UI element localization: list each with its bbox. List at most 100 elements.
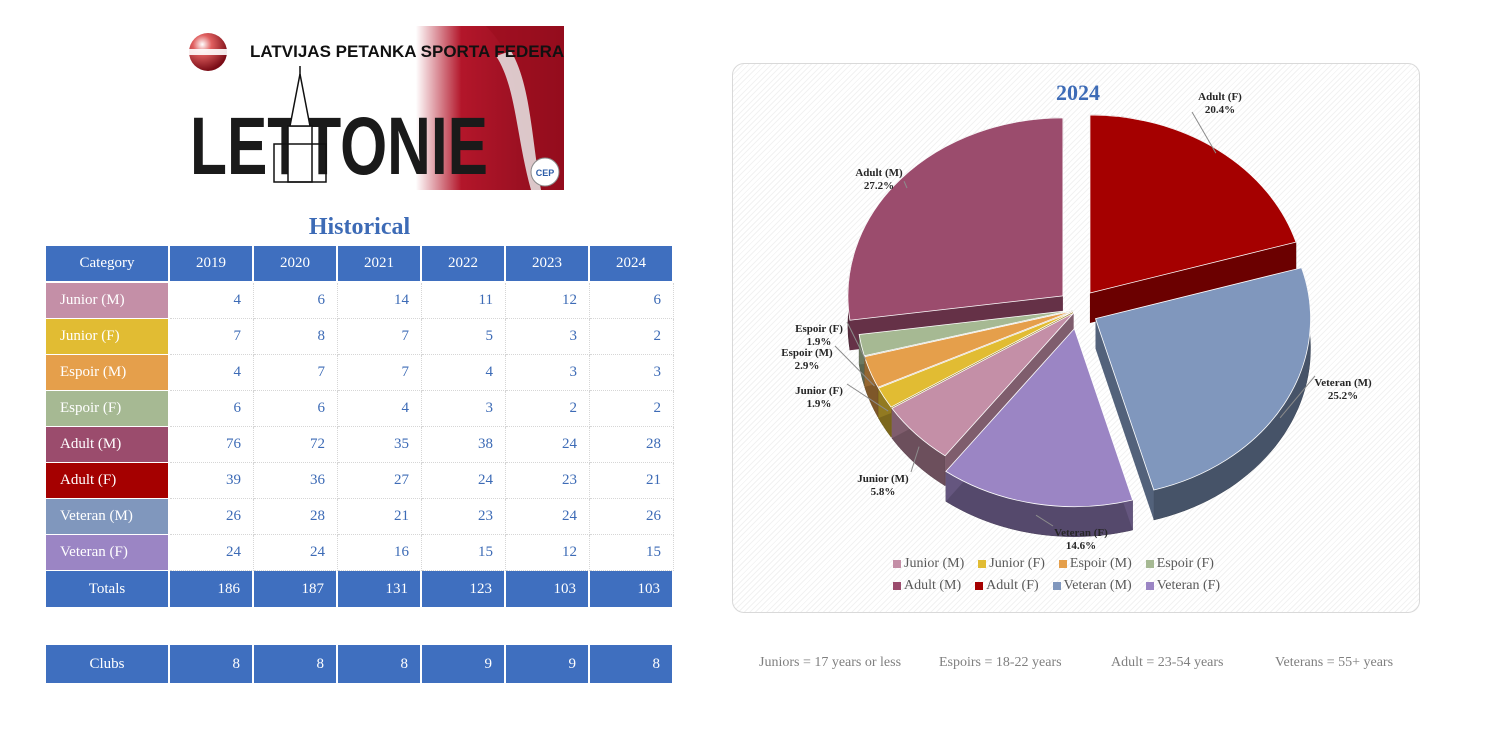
- value-cell: 4: [338, 391, 422, 427]
- church-tower-icon: [273, 66, 327, 183]
- legend-item: Veteran (F): [1145, 578, 1220, 594]
- footnote-adult: Adult = 23-54 years: [1111, 655, 1224, 670]
- value-cell: 4: [422, 355, 506, 391]
- legend-swatch: [1145, 582, 1154, 590]
- legend-label: Espoir (F): [1156, 556, 1214, 571]
- value-cell: 38: [422, 427, 506, 463]
- clubs-value: 8: [590, 645, 674, 683]
- value-cell: 15: [590, 535, 674, 571]
- category-cell: Junior (F): [46, 319, 170, 355]
- value-cell: 24: [422, 463, 506, 499]
- value-cell: 15: [422, 535, 506, 571]
- data-label-percent: 1.9%: [807, 336, 832, 348]
- clubs-value: 8: [170, 645, 254, 683]
- value-cell: 7: [254, 355, 338, 391]
- value-cell: 7: [170, 319, 254, 355]
- legend-label: Junior (F): [989, 556, 1045, 571]
- value-cell: 6: [590, 283, 674, 319]
- table-row: Veteran (F) 24 24 16 15 12 15: [46, 535, 674, 571]
- value-cell: 3: [422, 391, 506, 427]
- data-label-name: Junior (F): [795, 385, 843, 397]
- value-cell: 3: [506, 355, 590, 391]
- chart-legend: Junior (M) Junior (F) Espoir (M) Espoir (F)…: [893, 556, 1313, 600]
- year-header: 2023: [506, 246, 590, 283]
- value-cell: 6: [170, 391, 254, 427]
- legend-item: Junior (M): [893, 556, 964, 572]
- table-row: Junior (F) 7 8 7 5 3 2: [46, 319, 674, 355]
- value-cell: 16: [338, 535, 422, 571]
- clubs-value: 8: [254, 645, 338, 683]
- legend-label: Adult (M): [904, 578, 962, 593]
- value-cell: 35: [338, 427, 422, 463]
- table-row: Junior (M) 4 6 14 11 12 6: [46, 283, 674, 319]
- clubs-table: Clubs 8 8 8 9 9 8: [46, 645, 674, 683]
- footnote-espoirs: Espoirs = 18-22 years: [939, 655, 1062, 670]
- totals-value: 131: [338, 571, 422, 607]
- value-cell: 14: [338, 283, 422, 319]
- totals-value: 186: [170, 571, 254, 607]
- legend-item: Adult (F): [975, 578, 1039, 594]
- value-cell: 6: [254, 283, 338, 319]
- year-header: 2019: [170, 246, 254, 283]
- value-cell: 12: [506, 283, 590, 319]
- legend-label: Espoir (M): [1069, 556, 1132, 571]
- legend-item: Adult (M): [893, 578, 961, 594]
- legend-swatch: [893, 560, 901, 568]
- pie-slice: [1095, 267, 1311, 521]
- leader-line: [846, 383, 889, 412]
- category-cell: Espoir (M): [46, 355, 170, 391]
- value-cell: 3: [506, 319, 590, 355]
- value-cell: 12: [506, 535, 590, 571]
- category-cell: Veteran (M): [46, 499, 170, 535]
- svg-text:CEP: CEP: [536, 168, 555, 178]
- category-cell: Junior (M): [46, 283, 170, 319]
- data-label-name: Veteran (M): [1314, 377, 1372, 389]
- totals-value: 187: [254, 571, 338, 607]
- footnote-veterans: Veterans = 55+ years: [1275, 655, 1394, 670]
- value-cell: 2: [590, 319, 674, 355]
- legend-item: Espoir (F): [1145, 556, 1214, 572]
- chart-title: 2024: [1056, 80, 1100, 105]
- legend-swatch: [1145, 560, 1154, 568]
- category-cell: Veteran (F): [46, 535, 170, 571]
- data-label-name: Adult (F): [1198, 91, 1242, 103]
- totals-value: 103: [506, 571, 590, 607]
- value-cell: 7: [338, 319, 422, 355]
- clubs-label: Clubs: [46, 645, 170, 683]
- data-label-percent: 25.2%: [1328, 390, 1358, 402]
- legend-label: Junior (M): [904, 556, 965, 571]
- table-row: Espoir (F) 6 6 4 3 2 2: [46, 391, 674, 427]
- value-cell: 76: [170, 427, 254, 463]
- value-cell: 26: [590, 499, 674, 535]
- value-cell: 4: [170, 355, 254, 391]
- footnote-juniors: Juniors = 17 years or less: [759, 655, 902, 670]
- data-label-name: Espoir (M): [781, 347, 833, 359]
- value-cell: 24: [254, 535, 338, 571]
- cep-badge-icon: CEP: [530, 157, 560, 187]
- value-cell: 28: [254, 499, 338, 535]
- data-label-percent: 14.6%: [1066, 540, 1096, 552]
- data-label-name: Adult (M): [855, 167, 903, 179]
- category-header: Category: [46, 246, 170, 283]
- data-label-percent: 2.9%: [795, 360, 820, 372]
- legend-item: Veteran (M): [1052, 578, 1132, 594]
- petanque-ball-icon: [189, 33, 227, 71]
- value-cell: 21: [590, 463, 674, 499]
- leader-line: [834, 345, 875, 387]
- totals-value: 123: [422, 571, 506, 607]
- legend-swatch: [893, 582, 901, 590]
- data-label-percent: 20.4%: [1205, 104, 1235, 116]
- clubs-value: 9: [422, 645, 506, 683]
- value-cell: 26: [170, 499, 254, 535]
- value-cell: 5: [422, 319, 506, 355]
- category-cell: Adult (M): [46, 427, 170, 463]
- data-label-percent: 1.9%: [807, 398, 832, 410]
- totals-label: Totals: [46, 571, 170, 607]
- category-cell: Adult (F): [46, 463, 170, 499]
- pie-slice: [1089, 114, 1297, 323]
- data-label-name: Junior (M): [857, 473, 909, 485]
- legend-swatch: [1052, 582, 1061, 590]
- country-word: LETTONIE: [190, 101, 488, 190]
- leader-line: [1191, 111, 1217, 154]
